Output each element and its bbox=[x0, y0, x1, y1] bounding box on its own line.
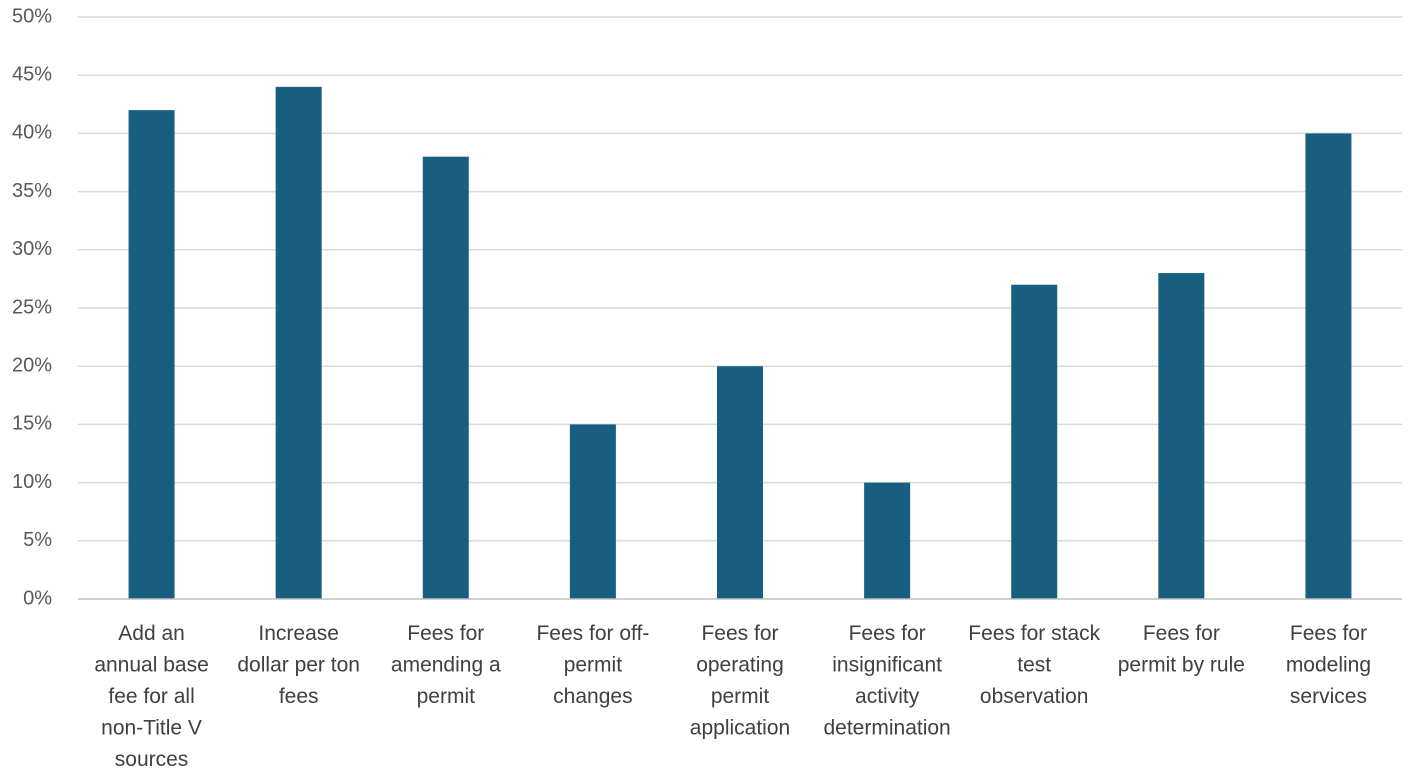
x-tick-label-line: Fees for off- bbox=[536, 622, 649, 645]
x-tick-label-line: modeling bbox=[1286, 654, 1371, 677]
x-tick-label-line: observation bbox=[980, 685, 1089, 708]
x-tick-label: Increase dollar per ton fees bbox=[237, 622, 360, 708]
x-tick-label-line: annual base bbox=[94, 654, 208, 677]
x-tick-label-line: amending a bbox=[391, 654, 501, 677]
x-tick-label-line: Fees for bbox=[701, 622, 778, 645]
x-tick-label-line: insignificant bbox=[832, 654, 942, 677]
y-tick-label: 45% bbox=[12, 63, 52, 85]
y-tick-label: 40% bbox=[12, 122, 52, 144]
x-tick-label-line: application bbox=[690, 717, 790, 740]
x-tick-label-line: permit bbox=[711, 685, 770, 708]
bar bbox=[1011, 284, 1058, 599]
x-tick-label-line: Increase bbox=[258, 622, 339, 645]
x-tick-label-line: Add an bbox=[118, 622, 185, 645]
x-tick-label-line: Fees for stack bbox=[968, 622, 1100, 645]
y-tick-label: 5% bbox=[23, 529, 52, 551]
x-tick-label-line: changes bbox=[553, 685, 632, 708]
x-tick-label-line: activity bbox=[855, 685, 920, 708]
bar bbox=[1305, 133, 1352, 599]
x-tick-label: Fees for insignificant activity determinati… bbox=[823, 622, 950, 740]
x-axis-category-labels: Add an annual base fee for all non-Title V s… bbox=[94, 622, 1371, 771]
y-tick-label: 0% bbox=[23, 587, 52, 609]
bar bbox=[569, 424, 616, 599]
x-tick-label-line: permit bbox=[564, 654, 623, 677]
x-tick-label-line: permit bbox=[417, 685, 476, 708]
x-tick-label-line: fee for all bbox=[108, 685, 194, 708]
x-tick-label-line: test bbox=[1017, 654, 1051, 677]
x-tick-label: Fees for operating permit application bbox=[690, 622, 790, 740]
y-tick-label: 35% bbox=[12, 180, 52, 202]
y-tick-label: 25% bbox=[12, 296, 52, 318]
bar bbox=[1158, 273, 1205, 599]
x-tick-label: Fees for off-permit changes bbox=[536, 622, 649, 708]
x-tick-label: Fees for permit by rule bbox=[1118, 622, 1245, 677]
y-tick-label: 20% bbox=[12, 354, 52, 376]
y-tick-label: 50% bbox=[12, 5, 52, 27]
x-tick-label-line: Fees for bbox=[1143, 622, 1220, 645]
y-axis-tick-labels: 0% 5% 10% 15% 20% 25% 30% 35% 40% 45% 50% bbox=[12, 5, 52, 609]
x-tick-label-line: determination bbox=[823, 717, 950, 740]
x-tick-label-line: permit by rule bbox=[1118, 654, 1245, 677]
x-tick-label-line: dollar per ton bbox=[237, 654, 360, 677]
y-tick-label: 30% bbox=[12, 238, 52, 260]
bar bbox=[128, 110, 175, 600]
bar bbox=[422, 156, 469, 599]
x-tick-label-line: non-Title V bbox=[101, 717, 202, 740]
bars bbox=[128, 86, 1352, 600]
y-tick-label: 15% bbox=[12, 413, 52, 435]
x-tick-label-line: Fees for bbox=[1290, 622, 1367, 645]
x-tick-label-line: fees bbox=[279, 685, 319, 708]
x-tick-label: Fees for modeling services bbox=[1286, 622, 1371, 708]
x-tick-label: Fees for amending a permit bbox=[391, 622, 501, 708]
bar bbox=[864, 482, 911, 599]
bar bbox=[717, 366, 763, 599]
x-tick-label: Add an annual base fee for all non-Title V s… bbox=[94, 622, 208, 771]
x-tick-label-line: Fees for bbox=[407, 622, 484, 645]
x-tick-label-line: sources bbox=[115, 748, 189, 771]
x-tick-label-line: operating bbox=[696, 654, 784, 677]
bar bbox=[275, 86, 322, 600]
y-tick-label: 10% bbox=[12, 471, 52, 493]
x-tick-label-line: Fees for bbox=[849, 622, 926, 645]
x-tick-label-line: services bbox=[1290, 685, 1367, 708]
x-tick-label: Fees for stack test observation bbox=[968, 622, 1100, 708]
